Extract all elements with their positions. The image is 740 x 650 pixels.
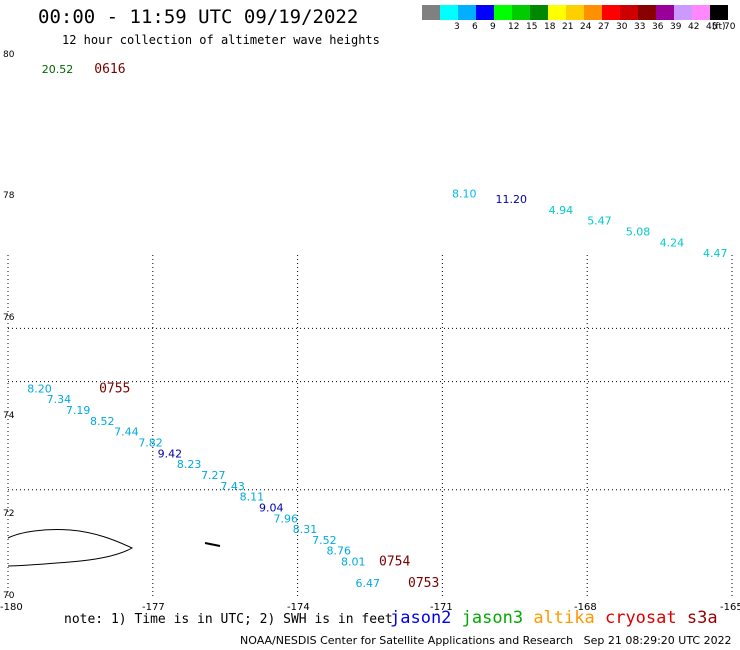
wave-height-value: 5.08 [626, 226, 651, 239]
colorbar-label: 21 [562, 22, 574, 32]
latitude-label: 70 [3, 591, 15, 601]
colorbar-unit: (ft) [712, 22, 726, 32]
pass-time-label: 0755 [99, 381, 130, 396]
map-grid [7, 255, 733, 598]
colorbar-swatch [638, 5, 656, 20]
colorbar-swatch [620, 5, 638, 20]
colorbar-label: 30 [616, 22, 628, 32]
wave-height-value: 8.20 [27, 382, 52, 395]
legend-item-cryosat: cryosat [604, 608, 687, 628]
longitude-label: -174 [287, 602, 310, 613]
colorbar-swatch [584, 5, 602, 20]
latitude-label: 78 [3, 191, 15, 201]
colorbar-label: 33 [634, 22, 646, 32]
colorbar-label: 42 [688, 22, 700, 32]
colorbar-swatch [440, 5, 458, 20]
wave-height-value: 4.94 [549, 204, 574, 217]
wave-height-value: 8.23 [177, 458, 202, 471]
latitude-label: 76 [3, 313, 15, 323]
colorbar-label: 24 [580, 22, 592, 32]
herald-island-coast [204, 542, 221, 547]
longitude-label: -165 [720, 602, 740, 613]
legend-item-jason2: jason2 [390, 608, 462, 628]
wrangel-island-coast [7, 529, 134, 567]
wave-height-value: 7.19 [66, 404, 91, 417]
wave-height-value: 8.31 [293, 523, 318, 536]
longitude-label: -168 [574, 602, 597, 613]
wave-height-value: 8.10 [452, 188, 477, 201]
wave-height-value: 4.24 [660, 236, 685, 249]
satellite-legend: jason2 jason3 altika cryosat s3a [390, 608, 718, 628]
colorbar-label: 6 [472, 22, 478, 32]
colorbar-label: 36 [652, 22, 664, 32]
map-title: 00:00 - 11:59 UTC 09/19/2022 [38, 6, 359, 28]
wave-height-value: 9.04 [259, 501, 284, 514]
colorbar-label: 27 [598, 22, 610, 32]
colorbar-swatch [494, 5, 512, 20]
timestamp-text: Sep 21 08:29:20 UTC 2022 [583, 634, 732, 647]
colorbar-swatch [692, 5, 710, 20]
wave-height-value: 4.47 [703, 247, 728, 260]
colorbar-label: 70 [724, 22, 736, 32]
wave-height-observations: 20.528.1011.204.945.475.084.244.475.0158… [27, 63, 728, 590]
longitude-label: -177 [142, 602, 165, 613]
legend-item-s3a: s3a [686, 608, 718, 628]
wave-height-value: 7.27 [201, 469, 226, 482]
wave-height-value: 20.52 [42, 63, 74, 76]
credit-text: NOAA/NESDIS Center for Satellite Applica… [240, 634, 574, 647]
colorbar-swatch [710, 5, 728, 20]
colorbar-swatch [548, 5, 566, 20]
colorbar-label: 15 [526, 22, 538, 32]
colorbar-label: 3 [454, 22, 460, 32]
longitude-labels: -180 -177 -174 -171 -168 -165 [0, 602, 740, 613]
latitude-label: 74 [3, 411, 15, 421]
wave-height-value: 8.01 [341, 556, 366, 569]
map-subtitle: 12 hour collection of altimeter wave hei… [62, 33, 380, 47]
colorbar-label: 18 [544, 22, 556, 32]
longitude-label: -171 [430, 602, 453, 613]
latitude-label: 80 [3, 50, 15, 60]
colorbar-label: 45 [706, 22, 718, 32]
colorbar-swatch [566, 5, 584, 20]
wave-height-value: 8.11 [240, 491, 265, 504]
colorbar-swatch [476, 5, 494, 20]
colorbar-swatch [656, 5, 674, 20]
colorbar-swatch [674, 5, 692, 20]
map-footer: NOAA/NESDIS Center for Satellite Applica… [240, 634, 732, 647]
pass-time-label: 0616 [94, 62, 125, 77]
wave-height-value: 6.47 [356, 577, 381, 590]
wave-height-value: 5.47 [587, 215, 612, 228]
colorbar-label: 12 [508, 22, 520, 32]
pass-time-label: 0753 [408, 576, 439, 591]
legend-item-altika: altika [533, 608, 605, 628]
wave-height-value: 7.43 [220, 480, 245, 493]
wave-height-value: 7.52 [312, 534, 337, 547]
latitude-labels: 80 78 76 74 72 70 [3, 50, 15, 601]
colorbar-label: 9 [490, 22, 496, 32]
legend-item-jason3: jason3 [461, 608, 534, 628]
coastline [7, 529, 221, 567]
wave-height-value: 7.34 [47, 393, 72, 406]
wave-height-value: 9.42 [158, 447, 183, 460]
wave-height-value: 8.76 [327, 545, 352, 558]
latitude-label: 72 [3, 509, 14, 519]
colorbar-swatch [422, 5, 440, 20]
colorbar-swatch [458, 5, 476, 20]
pass-time-label: 0754 [379, 555, 410, 570]
colorbar-swatch [602, 5, 620, 20]
pass-time-labels: 0616 0755 0754 0753 [94, 62, 439, 591]
wave-height-value: 7.44 [114, 426, 139, 439]
map-note: note: 1) Time is in UTC; 2) SWH is in fe… [64, 612, 393, 627]
colorbar-swatch [512, 5, 530, 20]
wave-height-value: 8.52 [90, 415, 115, 428]
longitude-label: -180 [0, 602, 23, 613]
wave-height-value: 7.96 [273, 512, 298, 525]
colorbar-swatch [530, 5, 548, 20]
wave-height-value: 11.20 [495, 193, 527, 206]
colorbar-label: 39 [670, 22, 682, 32]
wave-height-value: 7.82 [138, 437, 163, 450]
